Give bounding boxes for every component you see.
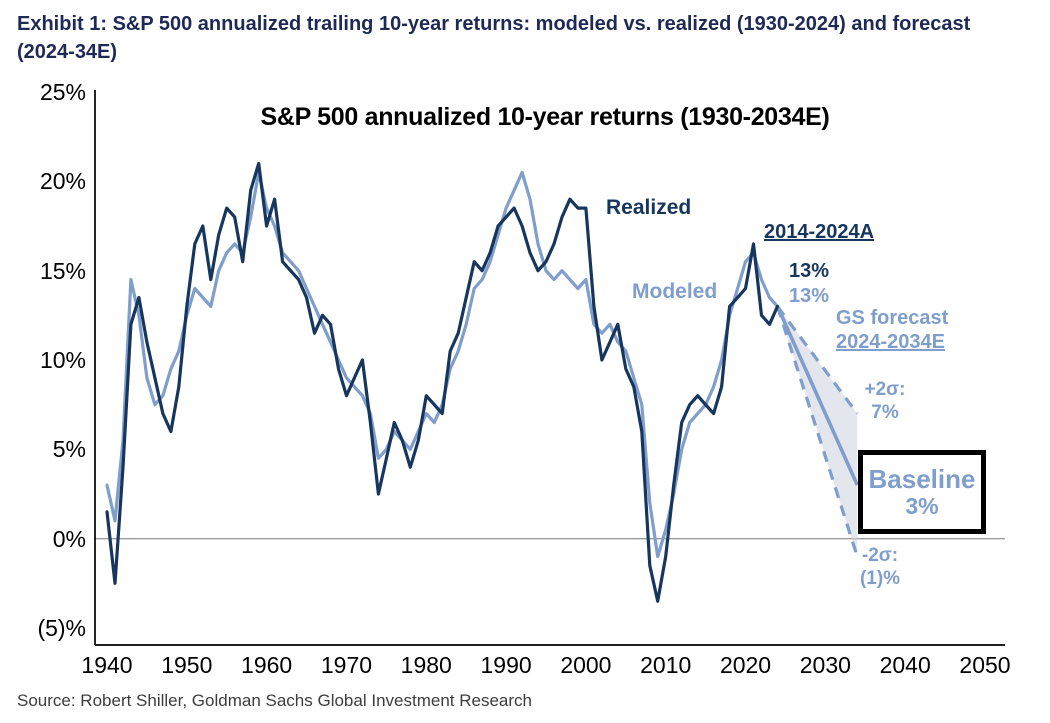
baseline-value: 3% (905, 493, 939, 519)
y-tick-label: 20% (39, 168, 86, 195)
legend-realized-label: Realized (606, 196, 692, 219)
x-tick-label: 2030 (799, 652, 851, 678)
x-tick-label: 1960 (241, 652, 293, 678)
y-tick-label: (5)% (37, 615, 86, 641)
exhibit-title-line2: (2024-34E) (17, 41, 118, 63)
y-tick-label: 0% (52, 525, 86, 552)
upper-sigma-label: +2σ: (864, 379, 906, 400)
x-tick-label: 1980 (400, 652, 452, 678)
lower-sigma-annotation: -2σ: (1)% (838, 544, 922, 590)
x-tick-label: 2000 (560, 652, 612, 678)
gs-forecast-label: GS forecast 2024-2034E (836, 306, 948, 354)
x-tick-label: 1970 (320, 652, 373, 678)
x-tick-label: 1950 (161, 652, 213, 678)
legend-modeled-label: Modeled (632, 280, 718, 303)
exhibit-title-line1: Exhibit 1: S&P 500 annualized trailing 1… (17, 13, 971, 35)
lower-sigma-label: -2σ: (861, 545, 899, 566)
x-tick-label: 2040 (879, 652, 931, 678)
x-tick-label: 1990 (480, 652, 532, 678)
lower-sigma-value: (1)% (859, 568, 901, 589)
period-2014-2024-label: 2014-2024A (764, 221, 875, 243)
baseline-callout-box: Baseline 3% (858, 450, 986, 534)
exhibit-title: Exhibit 1: S&P 500 annualized trailing 1… (17, 10, 1022, 66)
y-tick-label: 15% (39, 257, 86, 284)
upper-sigma-value: 7% (871, 402, 899, 423)
x-tick-label: 2010 (640, 652, 692, 678)
x-tick-label: 1940 (81, 652, 133, 678)
y-tick-label: 10% (39, 347, 86, 373)
realized-value-label: 13% (789, 260, 830, 282)
gs-forecast-line1: GS forecast (836, 307, 949, 329)
x-tick-label: 2020 (719, 652, 772, 678)
gs-forecast-line2: 2024-2034E (836, 331, 945, 353)
upper-sigma-annotation: +2σ: 7% (843, 378, 927, 424)
modeled-value-label: 13% (789, 285, 830, 307)
y-tick-label: 25% (39, 79, 86, 105)
baseline-label: Baseline (868, 464, 976, 494)
y-tick-label: 5% (52, 436, 86, 463)
chart-title: S&P 500 annualized 10-year returns (1930… (260, 103, 830, 131)
source-note: Source: Robert Shiller, Goldman Sachs Gl… (17, 691, 532, 710)
x-tick-label: 2050 (959, 652, 1011, 678)
